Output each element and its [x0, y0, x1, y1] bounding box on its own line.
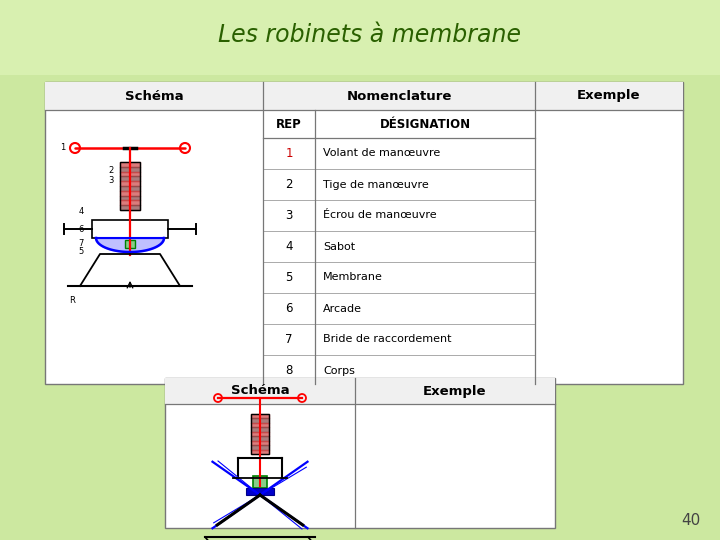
Text: Sabot: Sabot	[323, 241, 355, 252]
Text: Exemple: Exemple	[423, 384, 487, 397]
Text: Arcade: Arcade	[323, 303, 362, 314]
Text: Corps: Corps	[323, 366, 355, 375]
Text: 5: 5	[285, 271, 293, 284]
Text: Schéma: Schéma	[125, 90, 184, 103]
Text: REP: REP	[276, 118, 302, 131]
Text: 4: 4	[78, 207, 84, 217]
Text: Nomenclature: Nomenclature	[346, 90, 451, 103]
FancyBboxPatch shape	[92, 220, 168, 238]
Text: 3: 3	[285, 209, 293, 222]
Text: Bride de raccordement: Bride de raccordement	[323, 334, 451, 345]
FancyBboxPatch shape	[253, 476, 267, 488]
Text: DÉSIGNATION: DÉSIGNATION	[379, 118, 471, 131]
Text: 6: 6	[285, 302, 293, 315]
Text: 40: 40	[680, 513, 700, 528]
Text: 2: 2	[109, 166, 114, 175]
Text: 7: 7	[285, 333, 293, 346]
Text: 7: 7	[78, 239, 84, 247]
FancyBboxPatch shape	[165, 378, 555, 528]
Text: 3: 3	[109, 176, 114, 185]
FancyBboxPatch shape	[45, 82, 683, 110]
FancyBboxPatch shape	[0, 0, 720, 75]
Text: 6: 6	[78, 225, 84, 233]
Text: R: R	[69, 296, 75, 305]
FancyBboxPatch shape	[246, 488, 274, 495]
Text: Écrou de manœuvre: Écrou de manœuvre	[323, 211, 436, 220]
Text: Les robinets à membrane: Les robinets à membrane	[218, 23, 521, 47]
FancyBboxPatch shape	[165, 378, 555, 404]
Text: Membrane: Membrane	[323, 273, 383, 282]
Text: 1: 1	[285, 147, 293, 160]
Text: Exemple: Exemple	[577, 90, 641, 103]
Text: 4: 4	[285, 240, 293, 253]
Text: Tige de manœuvre: Tige de manœuvre	[323, 179, 428, 190]
FancyBboxPatch shape	[125, 240, 135, 248]
Text: Volant de manœuvre: Volant de manœuvre	[323, 148, 440, 159]
Text: 8: 8	[285, 364, 293, 377]
Text: 2: 2	[285, 178, 293, 191]
FancyBboxPatch shape	[45, 82, 683, 384]
Text: Schéma: Schéma	[230, 384, 289, 397]
Text: 5: 5	[78, 247, 84, 256]
Text: 1: 1	[60, 144, 65, 152]
